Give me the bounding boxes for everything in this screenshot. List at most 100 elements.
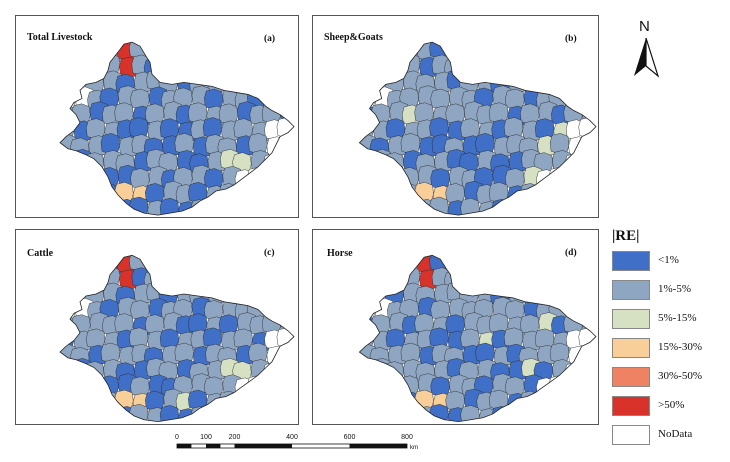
region-outline xyxy=(358,41,597,216)
district-polygon xyxy=(478,255,499,275)
district-polygon xyxy=(221,200,241,216)
district-polygon xyxy=(86,405,106,422)
district-polygon xyxy=(414,389,434,410)
district-polygon xyxy=(522,42,542,62)
district-polygon xyxy=(114,389,134,410)
district-polygon xyxy=(475,342,495,363)
district-polygon xyxy=(549,133,570,154)
district-polygon xyxy=(72,358,92,378)
district-polygon xyxy=(60,54,78,76)
district-polygon xyxy=(520,183,540,204)
district-polygon xyxy=(583,360,596,380)
district-polygon xyxy=(251,42,272,63)
region-outline xyxy=(59,254,295,423)
district-polygon xyxy=(218,183,239,204)
district-polygon xyxy=(488,102,509,123)
district-polygon xyxy=(178,42,198,63)
district-polygon xyxy=(73,200,93,216)
district-polygon xyxy=(548,375,569,396)
legend-swatch xyxy=(612,396,650,416)
district-polygon xyxy=(202,42,223,59)
legend-swatch xyxy=(612,251,650,271)
district-polygon xyxy=(520,390,540,411)
district-polygon xyxy=(248,266,268,286)
district-polygon xyxy=(537,268,557,289)
district-polygon xyxy=(60,71,80,93)
map-panel-total-livestock: Total Livestock (a) xyxy=(15,15,299,218)
legend-label: NoData xyxy=(658,428,693,440)
district-polygon xyxy=(389,388,409,409)
district-polygon xyxy=(445,103,465,124)
legend-swatch xyxy=(612,338,650,358)
district-polygon xyxy=(217,270,237,291)
district-polygon xyxy=(552,150,572,171)
district-polygon xyxy=(580,343,596,364)
district-polygon xyxy=(145,103,165,124)
district-polygon xyxy=(265,296,285,317)
district-polygon xyxy=(359,255,375,271)
district-polygon xyxy=(460,405,480,422)
district-polygon xyxy=(400,133,421,154)
district-polygon xyxy=(261,389,282,410)
district-polygon xyxy=(174,266,194,286)
district-polygon xyxy=(281,151,294,172)
district-polygon xyxy=(404,408,424,422)
district-polygon xyxy=(248,133,268,154)
district-polygon xyxy=(233,118,253,139)
district-polygon xyxy=(568,56,588,78)
district-polygon xyxy=(460,118,480,139)
district-polygon xyxy=(400,342,421,363)
district-polygon xyxy=(277,168,294,189)
panel-title: Sheep&Goats xyxy=(324,32,383,43)
district-polygon xyxy=(145,314,165,334)
district-polygon xyxy=(190,199,210,216)
district-polygon xyxy=(503,327,524,348)
district-polygon xyxy=(207,283,227,304)
district-polygon xyxy=(460,255,480,272)
district-polygon xyxy=(130,88,150,110)
district-polygon xyxy=(388,268,408,289)
district-polygon xyxy=(551,391,571,412)
district-polygon xyxy=(281,360,294,380)
district-polygon xyxy=(359,54,377,76)
district-polygon xyxy=(372,149,392,170)
district-polygon xyxy=(263,153,283,174)
district-polygon xyxy=(129,196,149,216)
district-polygon xyxy=(249,184,269,205)
district-polygon xyxy=(552,282,572,303)
district-polygon xyxy=(100,133,121,154)
district-polygon xyxy=(564,73,585,95)
district-polygon xyxy=(520,314,540,334)
legend-label: 5%-15% xyxy=(658,312,697,324)
district-polygon xyxy=(373,200,393,216)
district-polygon xyxy=(414,102,434,123)
district-polygon xyxy=(250,359,270,379)
district-polygon xyxy=(264,406,284,422)
district-polygon xyxy=(104,408,124,422)
district-polygon xyxy=(359,360,379,380)
district-polygon xyxy=(73,407,93,422)
district-polygon xyxy=(174,53,194,74)
district-polygon xyxy=(373,255,393,274)
legend-label: 30%-50% xyxy=(658,370,702,382)
district-polygon xyxy=(204,376,224,397)
legend-item: NoData xyxy=(612,425,722,454)
district-polygon xyxy=(429,404,449,422)
district-polygon xyxy=(447,42,468,62)
district-polygon xyxy=(404,201,424,216)
district-polygon xyxy=(277,376,294,397)
district-polygon xyxy=(218,390,239,411)
district-polygon xyxy=(248,53,268,74)
legend-swatch xyxy=(612,280,650,300)
district-polygon xyxy=(251,255,272,275)
district-polygon xyxy=(563,389,583,410)
district-polygon xyxy=(266,136,286,157)
district-polygon xyxy=(60,300,76,320)
district-polygon xyxy=(202,255,223,271)
district-polygon xyxy=(491,406,511,422)
district-polygon xyxy=(430,300,450,320)
map-total-livestock xyxy=(59,41,295,216)
district-polygon xyxy=(147,255,167,274)
district-polygon xyxy=(505,88,525,110)
panel-title: Cattle xyxy=(27,248,54,259)
